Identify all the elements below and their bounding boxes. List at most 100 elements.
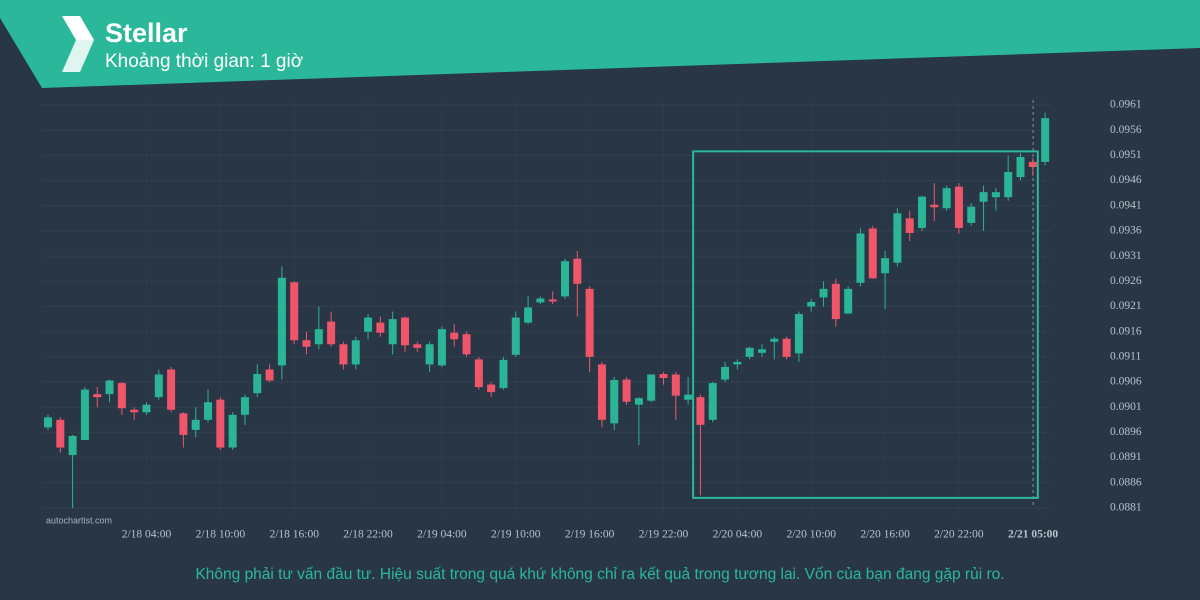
candle-body [400, 317, 409, 346]
candle-body [561, 261, 570, 297]
candle-body [474, 359, 483, 388]
candle-body [991, 192, 1000, 198]
candle-body [80, 389, 89, 440]
x-tick-label: 2/18 10:00 [196, 529, 246, 541]
candle-body [499, 359, 508, 389]
candle-body [388, 319, 397, 345]
candle-body [745, 347, 754, 357]
candle-body [364, 317, 373, 332]
candle-body [708, 383, 717, 420]
y-tick-label: 0.0946 [1110, 174, 1142, 186]
candle-body [487, 384, 496, 393]
candle-body [930, 204, 939, 208]
candle-body [462, 334, 471, 355]
candle-body [265, 369, 274, 381]
candle-body [844, 288, 853, 314]
candle-body [1016, 156, 1025, 178]
candle-body [647, 374, 656, 401]
candle-body [228, 414, 237, 448]
candle-body [253, 373, 262, 394]
candle-body [942, 188, 951, 209]
candle-body [819, 288, 828, 298]
x-tick-label: 2/19 16:00 [565, 529, 615, 541]
candle-body [130, 409, 139, 413]
candle-body [905, 218, 914, 233]
disclaimer: Không phải tư vấn đầu tư. Hiệu suất tron… [195, 566, 1004, 583]
candle-body [856, 233, 865, 283]
candle-body [302, 340, 311, 347]
candle-body [954, 186, 963, 228]
y-tick-label: 0.0931 [1110, 250, 1142, 262]
candle-body [117, 383, 126, 409]
candle-body [659, 373, 668, 379]
y-tick-label: 0.0921 [1110, 300, 1142, 312]
x-tick-label: 2/19 04:00 [417, 529, 467, 541]
candle-body [425, 344, 434, 365]
candle-body [105, 380, 114, 395]
y-tick-label: 0.0891 [1110, 451, 1142, 463]
candle-body [191, 419, 200, 430]
y-tick-label: 0.0886 [1110, 476, 1142, 488]
candle-body [893, 213, 902, 263]
candle-body [413, 344, 422, 348]
y-tick-label: 0.0961 [1110, 99, 1142, 111]
candle-body [216, 399, 225, 448]
candle-body [979, 192, 988, 202]
candle-body [671, 374, 680, 396]
candle-body [511, 317, 520, 355]
logo [62, 16, 94, 72]
candle-body [684, 394, 693, 400]
candle-body [437, 329, 446, 366]
y-tick-label: 0.0956 [1110, 124, 1142, 136]
y-tick-label: 0.0881 [1110, 502, 1142, 514]
y-tick-label: 0.0951 [1110, 149, 1142, 161]
y-tick-label: 0.0941 [1110, 199, 1142, 211]
candle-body [721, 366, 730, 380]
candle-body [68, 435, 77, 456]
candle-body [610, 380, 619, 424]
x-tick-label: 2/20 16:00 [860, 529, 910, 541]
candle-body [204, 402, 213, 420]
x-tick-label: 2/21 05:00 [1008, 529, 1058, 541]
x-tick-label: 2/18 04:00 [122, 529, 172, 541]
candle-body [881, 258, 890, 274]
y-tick-label: 0.0901 [1110, 401, 1142, 413]
candle-body [450, 332, 459, 340]
candle-body [179, 413, 188, 435]
candle-body [1041, 118, 1050, 162]
pattern-box [692, 150, 1039, 499]
candle-body [831, 283, 840, 320]
candle-body [794, 314, 803, 354]
candle-body [622, 379, 631, 402]
y-tick-label: 0.0936 [1110, 225, 1142, 237]
watermark: autochartist.com [46, 515, 112, 525]
candle-body [634, 398, 643, 405]
logo-part [62, 16, 94, 40]
header-band [0, 0, 1200, 88]
x-tick-label: 2/20 04:00 [713, 529, 763, 541]
x-tick-label: 2/18 16:00 [269, 529, 319, 541]
x-tick-label: 2/19 10:00 [491, 529, 541, 541]
candle-body [56, 419, 65, 448]
candle-body [967, 206, 976, 223]
candle-body [314, 329, 323, 345]
x-tick-label: 2/20 22:00 [934, 529, 984, 541]
x-tick-label: 2/18 22:00 [343, 529, 393, 541]
candle-body [339, 344, 348, 365]
candle-body [536, 298, 545, 303]
x-tick-label: 2/19 22:00 [639, 529, 689, 541]
candle-body [327, 321, 336, 345]
candle-body [918, 196, 927, 228]
candle-body [351, 340, 360, 365]
candle-body [277, 277, 286, 366]
candle-body [597, 364, 606, 420]
candle-body [240, 397, 249, 415]
y-tick-label: 0.0911 [1110, 351, 1141, 363]
candle-body [167, 369, 176, 410]
logo-part [62, 40, 94, 72]
y-tick-label: 0.0896 [1110, 426, 1142, 438]
candle-body [868, 228, 877, 279]
y-tick-label: 0.0906 [1110, 376, 1142, 388]
